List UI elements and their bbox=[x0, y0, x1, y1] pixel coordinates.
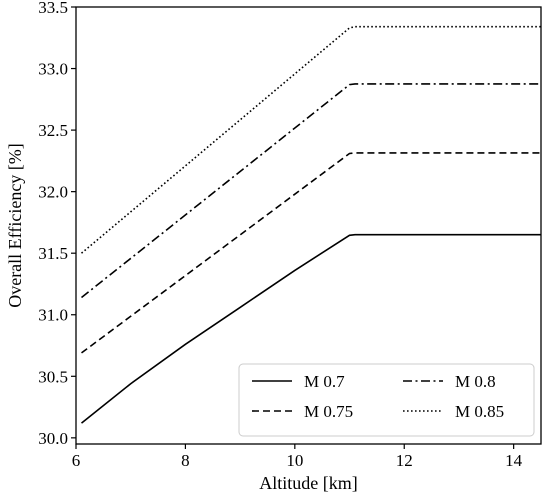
series-layer bbox=[80, 25, 541, 424]
tick-layer: 6 8 10 12 14 30.0 30.5 31.0 31.5 32.0 32.5 33.0 33.5 bbox=[38, 0, 522, 470]
series-line-3 bbox=[80, 25, 541, 254]
y-tick-label: 31.0 bbox=[38, 306, 68, 325]
x-tick-label: 8 bbox=[181, 451, 190, 470]
legend-label: M 0.85 bbox=[455, 402, 504, 421]
x-tick-label: 12 bbox=[396, 451, 413, 470]
y-tick-label: 30.0 bbox=[38, 429, 68, 448]
series-line-1 bbox=[81, 152, 541, 354]
y-tick-label: 31.5 bbox=[38, 244, 68, 263]
x-tick-label: 14 bbox=[505, 451, 523, 470]
y-axis-label: Overall Efficiency [%] bbox=[5, 143, 25, 308]
y-tick-label: 32.5 bbox=[38, 121, 68, 140]
legend-label: M 0.7 bbox=[304, 372, 345, 391]
legend-label: M 0.8 bbox=[455, 372, 496, 391]
y-tick-label: 32.0 bbox=[38, 183, 68, 202]
y-tick-label: 33.0 bbox=[38, 60, 68, 79]
x-axis-label: Altitude [km] bbox=[259, 473, 357, 493]
y-tick-label: 30.5 bbox=[38, 367, 68, 386]
x-tick-label: 10 bbox=[286, 451, 303, 470]
plot-frame bbox=[75, 6, 542, 445]
series-line-0 bbox=[80, 233, 541, 424]
legend: M 0.7 M 0.75 M 0.8 M 0.85 bbox=[238, 363, 535, 437]
series-line-2 bbox=[81, 83, 541, 299]
legend-box bbox=[238, 363, 535, 437]
y-tick-label: 33.5 bbox=[38, 0, 68, 17]
x-tick-label: 6 bbox=[72, 451, 81, 470]
legend-label: M 0.75 bbox=[304, 402, 353, 421]
